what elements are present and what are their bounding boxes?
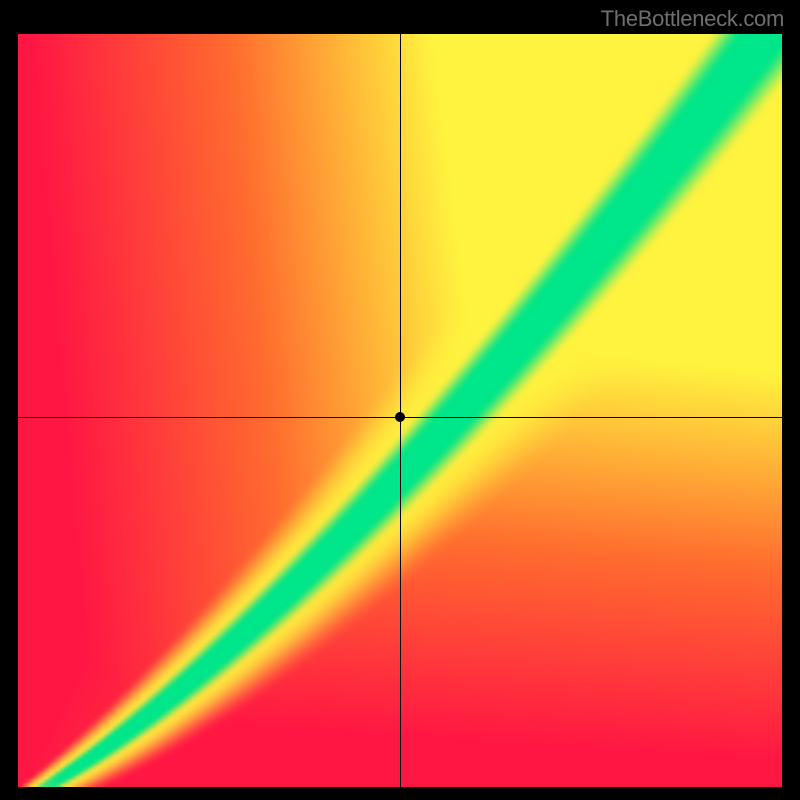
bottleneck-heatmap [18,34,782,787]
crosshair-marker [395,412,405,422]
chart-container: TheBottleneck.com [0,0,800,800]
crosshair-vertical [400,34,401,787]
attribution-text: TheBottleneck.com [601,6,784,32]
